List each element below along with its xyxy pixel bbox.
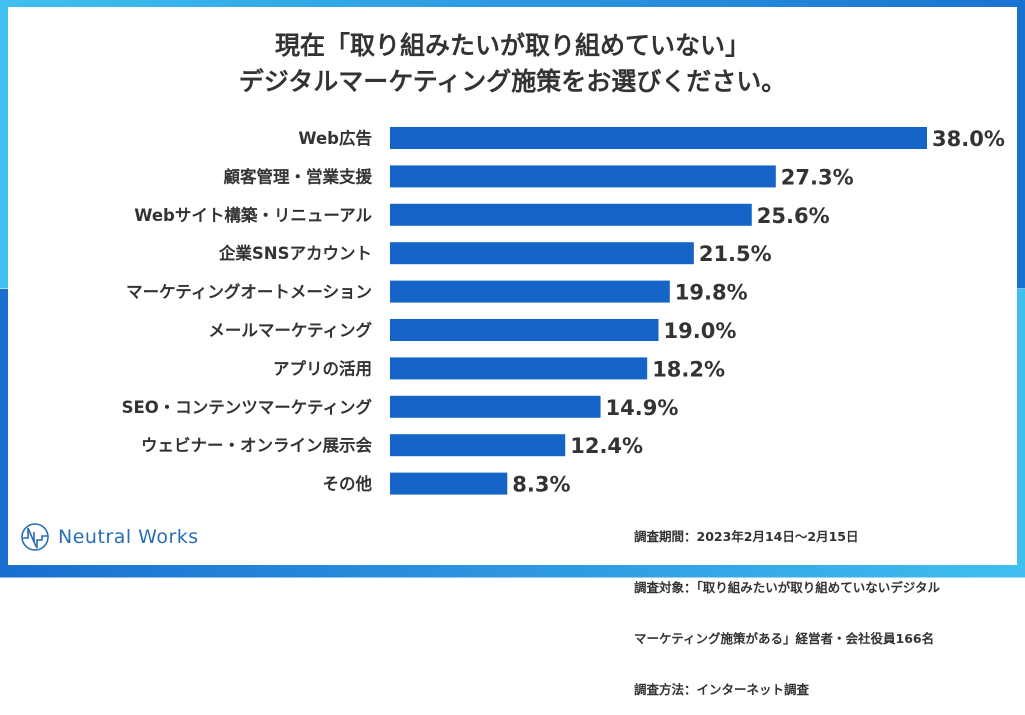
category-label: 企業SNSアカウント <box>218 243 372 263</box>
category-label: SEO・コンテンツマーケティング <box>122 397 373 417</box>
logo: Neutral Works <box>20 522 199 552</box>
title-line-2: デジタルマーケティング施策をお選びください。 <box>238 67 787 96</box>
bar <box>390 434 566 457</box>
neutral-works-logo-icon <box>21 523 49 551</box>
bar <box>390 395 601 418</box>
chart-title: 現在「取り組みたいが取り組めていない」 デジタルマーケティング施策をお選びくださ… <box>0 28 1025 100</box>
data-label: 21.5% <box>699 242 772 266</box>
note-line: 調査対象：「取り組みたいが取り組めていないデジタル <box>634 580 941 595</box>
note-line: 調査期間：2023年2月14日～2月15日 <box>634 529 859 544</box>
data-label: 8.3% <box>512 473 570 497</box>
category-label: メールマーケティング <box>208 320 372 340</box>
data-label: 14.9% <box>606 396 679 420</box>
data-label: 25.6% <box>757 204 830 228</box>
bar <box>390 242 694 265</box>
data-label: 38.0% <box>932 127 1005 151</box>
title-line-1: 現在「取り組みたいが取り組めていない」 <box>274 31 750 60</box>
bar <box>390 357 648 380</box>
data-label: 27.3% <box>781 165 854 189</box>
note-line: 調査方法：インターネット調査 <box>634 682 810 697</box>
bar <box>390 472 508 495</box>
bar <box>390 127 927 149</box>
bar <box>390 319 659 341</box>
bar-chart: Web広告 38.0% 顧客管理・営業支援 27.3% Webサイト構築・リニューアル 2… <box>122 127 1005 497</box>
survey-note: 調査期間：2023年2月14日～2月15日 調査対象：「取り組みたいが取り組めて… <box>634 494 940 715</box>
data-label: 19.0% <box>664 319 737 343</box>
category-label: ウェビナー・オンライン展示会 <box>141 435 373 455</box>
data-label: 12.4% <box>570 434 643 458</box>
category-label: その他 <box>323 474 373 494</box>
category-label: Web広告 <box>298 128 372 148</box>
bar <box>390 203 752 226</box>
data-label: 18.2% <box>652 357 725 381</box>
category-label: マーケティングオートメーション <box>126 282 372 302</box>
data-label: 19.8% <box>675 281 748 305</box>
note-line: マーケティング施策がある」経営者・会社役員166名 <box>634 631 935 646</box>
category-label: 顧客管理・営業支援 <box>224 166 373 186</box>
logo-text: Neutral Works <box>58 526 199 548</box>
category-label: アプリの活用 <box>273 358 372 378</box>
bar <box>390 280 670 303</box>
bar <box>390 165 776 188</box>
category-label: Webサイト構築・リニューアル <box>134 205 372 225</box>
